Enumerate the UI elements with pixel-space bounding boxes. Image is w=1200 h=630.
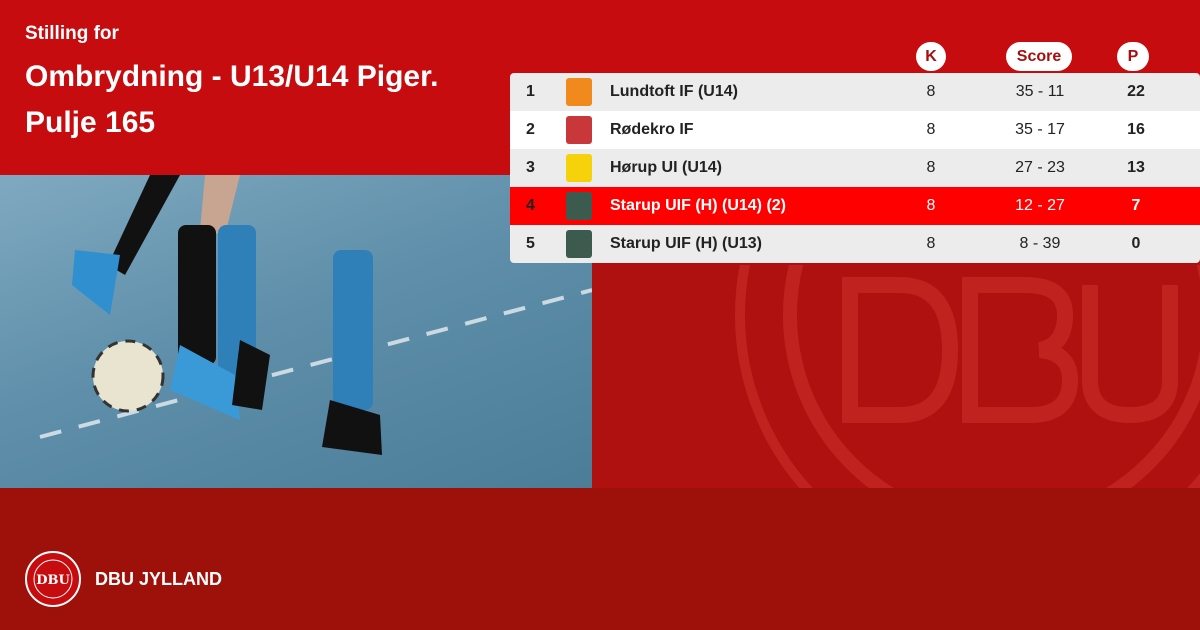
score: 8 - 39 [1019,235,1061,252]
table-row: 4 Starup UIF (H) (U14) (2) 8 12 - 27 7 [510,187,1200,225]
score: 12 - 27 [1015,197,1065,214]
column-header-score: Score [1006,42,1072,71]
svg-text:DBU: DBU [36,573,70,588]
team-name: Starup UIF (H) (U14) (2) [610,197,786,214]
table-row: 5 Starup UIF (H) (U13) 8 8 - 39 0 [510,225,1200,263]
matches-played: 8 [926,121,936,138]
brand-name: DBU JYLLAND [95,569,223,589]
score: 27 - 23 [1015,159,1065,176]
team-logo-icon [566,154,592,182]
standings-table: 1 Lundtoft IF (U14) 8 35 - 11 22 2 Rødekro IF 8… [510,73,1200,263]
rank: 4 [526,197,535,214]
dbu-watermark [735,265,1200,488]
rank: 2 [526,121,535,138]
page-title: Ombrydning - U13/U14 Piger. Pulje 165 [25,60,439,139]
team-logo-icon [566,78,592,106]
table-row: 1 Lundtoft IF (U14) 8 35 - 11 22 [510,73,1200,111]
points: 7 [1131,197,1141,214]
column-header-p: P [1117,42,1149,71]
points: 22 [1127,83,1145,100]
column-header-k: K [916,42,946,71]
table-row: 3 Hørup UI (U14) 8 27 - 23 13 [510,149,1200,187]
team-name: Rødekro IF [610,121,694,138]
team-logo-icon [566,116,592,144]
futsal-photo-illustration [39,175,592,455]
team-logo-icon [566,192,592,220]
score: 35 - 17 [1015,121,1065,138]
matches-played: 8 [926,83,936,100]
futsal-photo [0,175,592,488]
team-name: Starup UIF (H) (U13) [610,235,762,252]
points: 0 [1131,235,1141,252]
matches-played: 8 [926,235,936,252]
subtitle: Stilling for [25,23,119,44]
matches-played: 8 [926,197,936,214]
rank: 5 [526,235,535,252]
score: 35 - 11 [1015,83,1065,100]
points: 13 [1127,159,1145,176]
footer-band [0,488,1200,630]
points: 16 [1127,121,1145,138]
rank: 3 [526,159,535,176]
rank: 1 [526,83,535,100]
dbu-logo: DBU [25,551,81,607]
table-row: 2 Rødekro IF 8 35 - 17 16 [510,111,1200,149]
team-name: Lundtoft IF (U14) [610,83,738,100]
team-logo-icon [566,230,592,258]
team-name: Hørup UI (U14) [610,159,722,176]
matches-played: 8 [926,159,936,176]
